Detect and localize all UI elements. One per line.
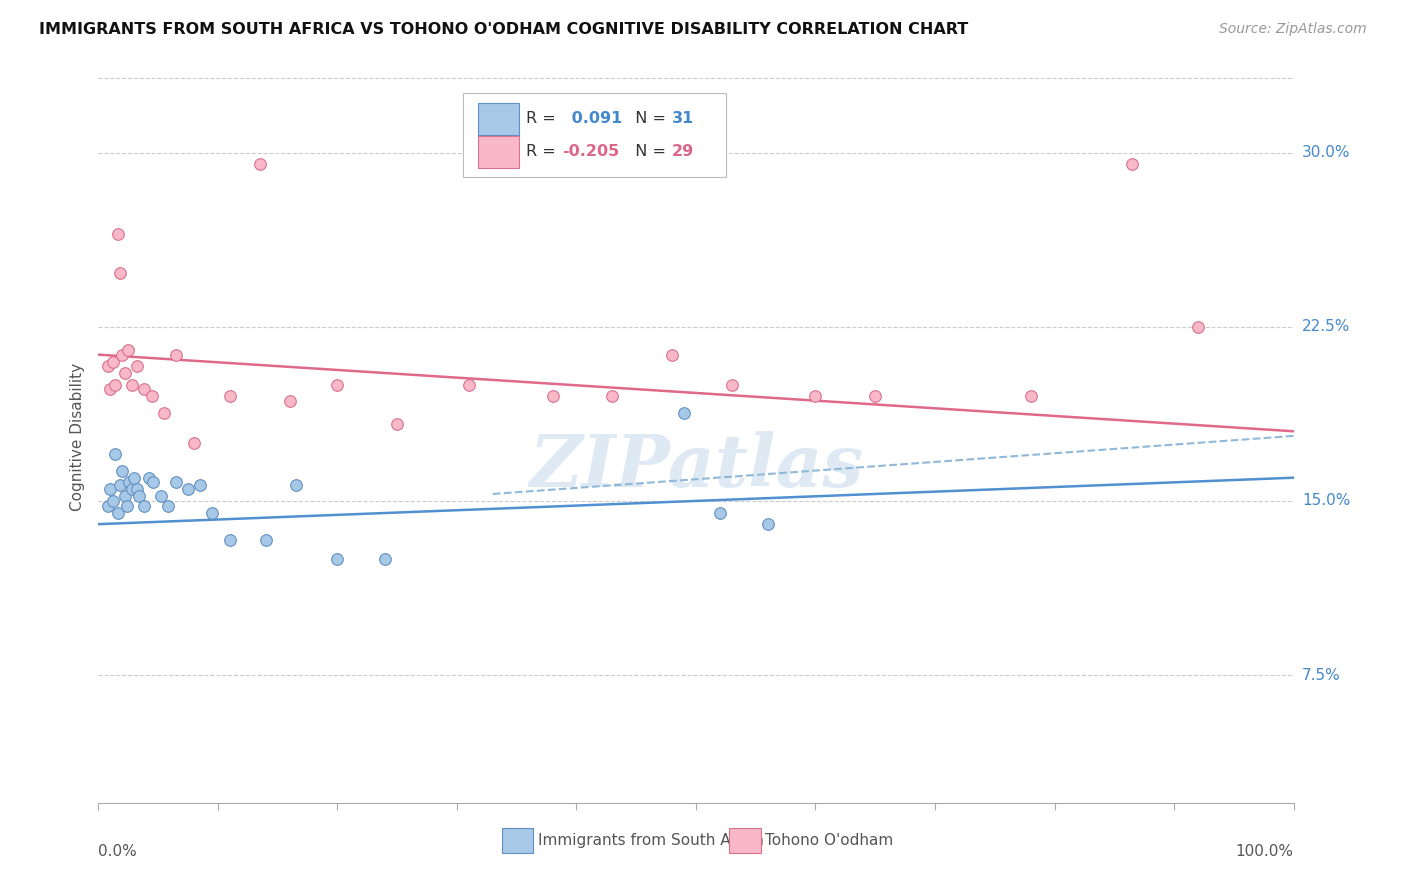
Point: [128, 489, 150, 503]
Point: [104, 377, 127, 392]
Text: -0.205: -0.205: [562, 145, 620, 160]
Point: [219, 389, 242, 403]
Point: [98, 383, 122, 397]
Point: [865, 389, 887, 403]
Point: [284, 477, 307, 491]
Text: N =: N =: [626, 112, 672, 127]
Point: [132, 499, 155, 513]
Point: [121, 377, 143, 392]
Point: [97, 499, 120, 513]
Point: [114, 489, 136, 503]
Point: [326, 552, 349, 566]
Point: [108, 477, 131, 491]
Point: [156, 499, 179, 513]
Point: [721, 377, 744, 392]
Text: N =: N =: [626, 145, 672, 160]
FancyBboxPatch shape: [463, 94, 725, 178]
Point: [709, 506, 731, 520]
Point: [374, 552, 396, 566]
Text: Tohono O'odham: Tohono O'odham: [765, 832, 894, 847]
FancyBboxPatch shape: [478, 136, 519, 168]
Point: [138, 471, 160, 485]
Point: [125, 483, 148, 497]
FancyBboxPatch shape: [478, 103, 519, 135]
Point: [602, 389, 624, 403]
Point: [121, 483, 143, 497]
Text: 29: 29: [672, 145, 695, 160]
Text: R =: R =: [526, 112, 561, 127]
Point: [165, 475, 187, 490]
Point: [115, 499, 138, 513]
Point: [141, 389, 163, 403]
Point: [458, 377, 481, 392]
Point: [541, 389, 564, 403]
Point: [108, 266, 131, 280]
Point: [278, 394, 301, 409]
Point: [1019, 389, 1042, 403]
Point: [132, 383, 155, 397]
Y-axis label: Cognitive Disability: Cognitive Disability: [69, 363, 84, 511]
Point: [177, 483, 200, 497]
Point: [117, 343, 139, 357]
Point: [97, 359, 120, 374]
Text: 0.0%: 0.0%: [98, 845, 138, 860]
Point: [149, 489, 172, 503]
Point: [111, 464, 134, 478]
Point: [101, 494, 124, 508]
Point: [1121, 157, 1143, 171]
Point: [326, 377, 349, 392]
Point: [254, 533, 277, 548]
Point: [111, 348, 134, 362]
Text: Immigrants from South Africa: Immigrants from South Africa: [538, 832, 765, 847]
Text: ZIPatlas: ZIPatlas: [529, 431, 863, 502]
Text: IMMIGRANTS FROM SOUTH AFRICA VS TOHONO O'ODHAM COGNITIVE DISABILITY CORRELATION : IMMIGRANTS FROM SOUTH AFRICA VS TOHONO O…: [39, 22, 969, 37]
Point: [385, 417, 409, 432]
Text: 15.0%: 15.0%: [1302, 493, 1350, 508]
Text: R =: R =: [526, 145, 561, 160]
Point: [125, 359, 148, 374]
Point: [104, 448, 127, 462]
Text: 31: 31: [672, 112, 695, 127]
Point: [673, 406, 696, 420]
Text: 0.091: 0.091: [565, 112, 621, 127]
Point: [188, 477, 211, 491]
Point: [153, 406, 176, 420]
Point: [107, 506, 129, 520]
Point: [661, 348, 683, 362]
Point: [804, 389, 827, 403]
Point: [124, 471, 146, 485]
Point: [142, 475, 165, 490]
Point: [183, 436, 205, 450]
Point: [114, 366, 136, 380]
Point: [219, 533, 242, 548]
Text: 22.5%: 22.5%: [1302, 319, 1350, 334]
Point: [165, 348, 187, 362]
Point: [249, 157, 271, 171]
Point: [101, 354, 124, 368]
Point: [1187, 319, 1209, 334]
Point: [756, 517, 779, 532]
Point: [118, 475, 141, 490]
FancyBboxPatch shape: [502, 828, 533, 853]
Text: Source: ZipAtlas.com: Source: ZipAtlas.com: [1219, 22, 1367, 37]
Point: [107, 227, 129, 241]
Point: [98, 483, 122, 497]
Point: [201, 506, 224, 520]
FancyBboxPatch shape: [730, 828, 761, 853]
Text: 100.0%: 100.0%: [1236, 845, 1294, 860]
Text: 7.5%: 7.5%: [1302, 667, 1340, 682]
Text: 30.0%: 30.0%: [1302, 145, 1350, 161]
